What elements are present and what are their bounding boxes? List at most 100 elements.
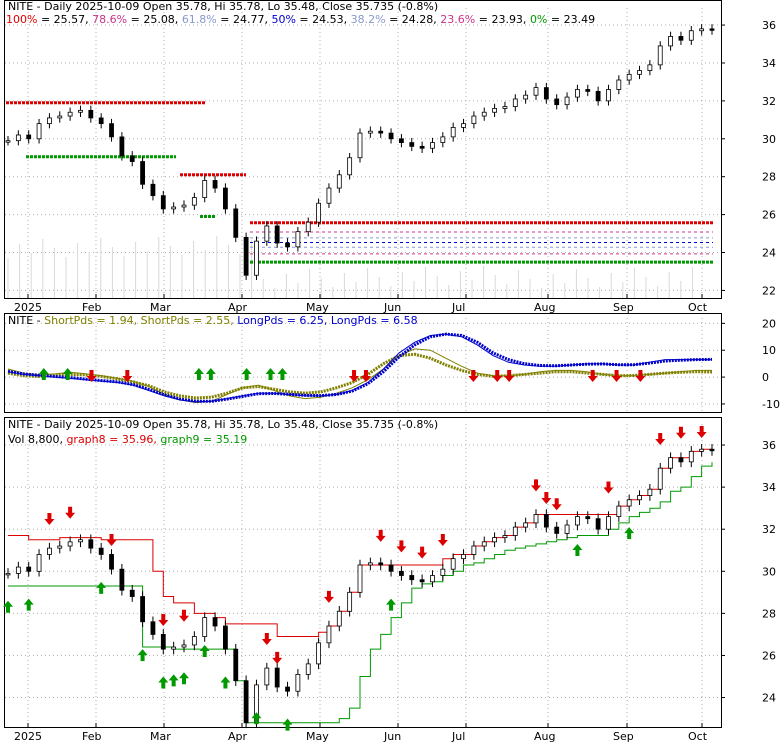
price-body	[5, 140, 11, 143]
sell-arrow	[468, 370, 479, 382]
price-body	[647, 64, 653, 71]
price-body	[295, 673, 301, 692]
sell-arrow	[360, 370, 371, 382]
price-body	[564, 524, 570, 534]
price-body	[688, 450, 694, 463]
price-body	[378, 130, 384, 134]
price-body	[492, 108, 497, 113]
price-body	[533, 87, 539, 96]
price-body	[430, 575, 435, 583]
chart-title: NITE - Daily 2025-10-09 Open 35.78, Hi 3…	[8, 0, 438, 13]
y-tick-label: 22	[762, 284, 776, 297]
price-body	[171, 206, 177, 210]
price-body	[88, 109, 94, 119]
price-body	[543, 87, 549, 100]
price-body	[160, 195, 166, 210]
buy-arrow	[96, 581, 107, 594]
y-tick-label: 10	[762, 344, 776, 357]
buy-arrow	[205, 368, 216, 380]
x-tick-label: Feb	[82, 730, 101, 743]
price-body	[285, 686, 290, 692]
fib-legend-label: 61.8%	[182, 13, 217, 26]
price-body	[481, 541, 487, 547]
price-body	[347, 157, 353, 176]
buy-arrow	[38, 368, 49, 380]
price-body	[243, 680, 249, 724]
price-body	[709, 28, 715, 31]
price-body	[409, 142, 415, 147]
x-tick-label: Aug	[534, 301, 555, 314]
y-tick-label: 36	[762, 439, 776, 452]
price-body	[264, 225, 270, 242]
sell-arrow	[417, 546, 428, 559]
sell-arrow	[675, 426, 686, 439]
price-body	[326, 187, 332, 204]
price-body	[233, 648, 239, 682]
price-body	[254, 240, 259, 276]
price-body	[119, 136, 125, 157]
price-bands-panel: 36 34 32 30 28 26 24 2025 Feb Mar Apr May Jun Jul Aug…	[3, 417, 776, 743]
buy-arrow	[168, 674, 179, 687]
price-body	[595, 90, 601, 102]
price-body	[450, 127, 456, 138]
y-tick-label: 32	[762, 95, 776, 108]
sell-arrow	[551, 498, 562, 511]
price-body	[668, 36, 673, 47]
price-body	[171, 646, 177, 650]
x-tick-label: Apr	[228, 301, 248, 314]
buy-arrow	[277, 368, 288, 380]
x-tick-label: Jul	[451, 730, 465, 743]
sell-arrow	[158, 614, 169, 626]
price-body	[15, 134, 21, 142]
sell-arrow	[261, 632, 272, 645]
x-tick-label: Aug	[534, 730, 555, 743]
price-body	[26, 566, 32, 572]
y-tick-label: 30	[762, 565, 776, 578]
price-body	[606, 516, 611, 530]
fib-legend-label: 23.6%	[440, 13, 475, 26]
price-body	[295, 231, 301, 248]
price-body	[626, 73, 632, 81]
price-body	[419, 579, 425, 583]
price-body	[378, 562, 384, 566]
price-body	[181, 644, 187, 648]
price-body	[502, 535, 508, 539]
price-body	[274, 667, 280, 688]
price-body	[440, 136, 446, 143]
price-body	[223, 187, 228, 210]
price-body	[357, 132, 363, 159]
price-body	[657, 45, 663, 66]
price-body	[15, 566, 21, 574]
sell-arrow	[437, 534, 448, 547]
sell-arrow	[541, 491, 552, 504]
fib-legend-value: = 25.08,	[127, 13, 182, 26]
price-body	[668, 457, 673, 469]
price-body	[564, 96, 570, 106]
price-body	[336, 174, 342, 189]
price-body	[699, 448, 705, 452]
price-body	[150, 183, 156, 197]
x-tick-label: Jul	[451, 301, 465, 314]
x-tick-label: Jun	[383, 730, 401, 743]
sell-arrow	[603, 481, 614, 494]
price-body	[657, 467, 663, 490]
price-body	[67, 541, 73, 547]
y-tick-label: 0	[762, 371, 769, 384]
sell-arrow	[179, 609, 189, 622]
price-body	[26, 134, 32, 140]
price-body	[554, 526, 560, 534]
price-body	[440, 568, 446, 576]
fib-legend-label: 100%	[6, 13, 37, 26]
x-tick-label: Feb	[82, 301, 101, 314]
price-body	[430, 142, 435, 149]
sell-arrow	[531, 479, 541, 492]
x-tick-label: Mar	[150, 730, 171, 743]
x-tick-label: May	[306, 730, 329, 743]
panel-frame	[4, 417, 722, 728]
y-tick-label: 28	[762, 171, 776, 184]
price-body	[67, 111, 73, 117]
y-tick-label: -10	[762, 398, 780, 411]
price-body	[316, 202, 321, 223]
price-body	[88, 539, 94, 549]
price-body	[98, 547, 104, 555]
